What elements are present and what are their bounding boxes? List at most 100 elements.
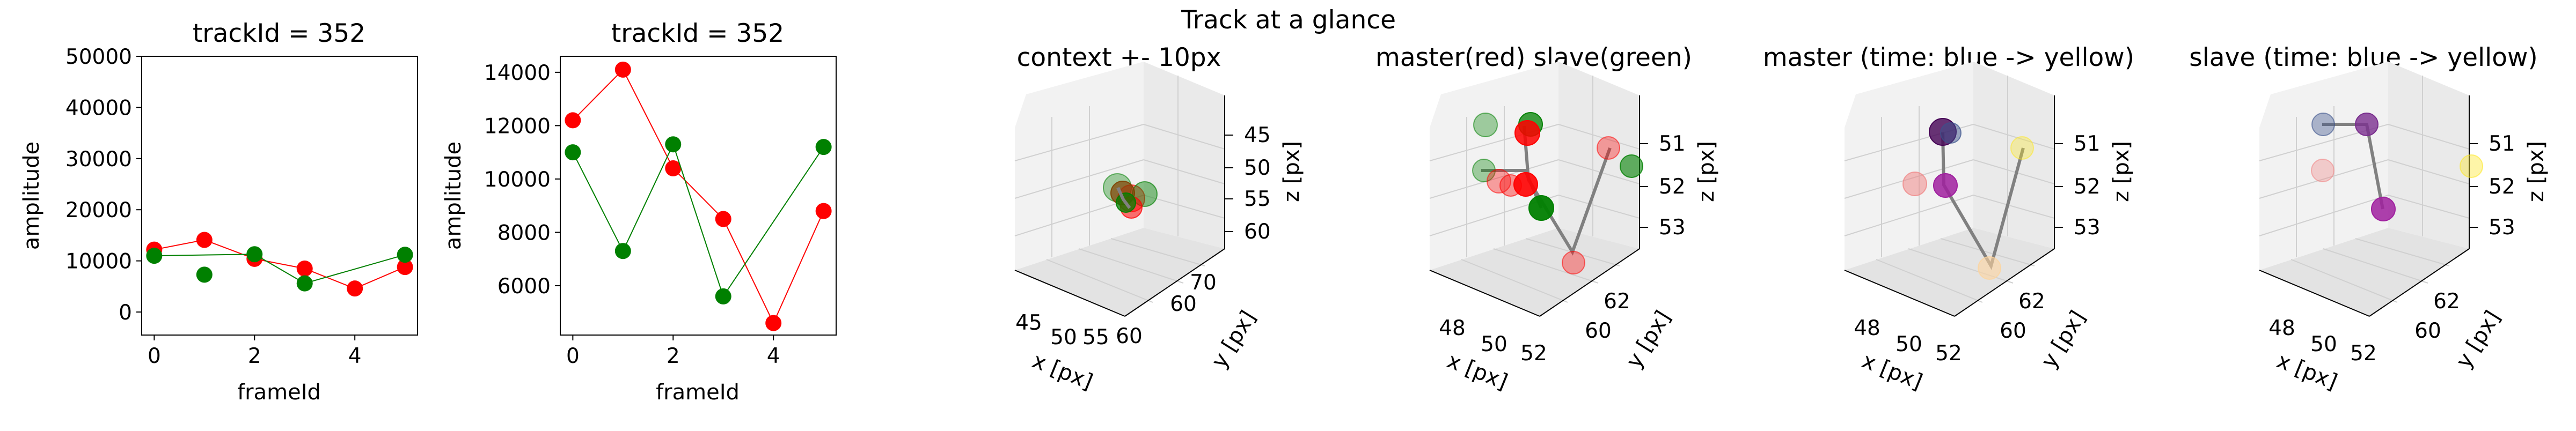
grid-line (2388, 195, 2470, 219)
y-tick-label: 0 (119, 301, 132, 325)
3d-scatter-2: master(red) slave(green) 51 52 53 48 50 52 60 62… (1375, 43, 1719, 395)
z-axis-label: z [px] (2109, 141, 2134, 202)
z-axis-label: z [px] (1279, 141, 1304, 202)
master-marker (1487, 169, 1511, 194)
master-marker (1597, 136, 1620, 160)
slave-point (196, 266, 213, 283)
z-tick-label: 52 (2489, 175, 2515, 199)
grid-line (1493, 248, 1599, 284)
slave-marker (1620, 154, 1643, 178)
plot-frame (560, 56, 837, 336)
grid-line (2259, 159, 2389, 199)
x-tick-label: 60 (1116, 324, 1143, 348)
amplitude-chart-2: trackId = 352 6000 8000 10000 12000 14000 0 2… (441, 19, 837, 405)
x-tick-label: 55 (1082, 325, 1109, 350)
master-line (154, 239, 405, 289)
x-tick-label: 48 (1439, 316, 1466, 340)
x-tick-label: 52 (2350, 341, 2377, 366)
grid-line (2259, 195, 2389, 236)
back-right-pane (2388, 62, 2469, 249)
z-axis-label: z [px] (1694, 141, 1719, 202)
grid-line (1110, 238, 1205, 266)
plot-frame (141, 56, 418, 336)
master-line (572, 69, 824, 324)
track-line (1116, 187, 1131, 209)
y-axis-label: y [px] (2451, 306, 2506, 372)
x-tick-label: 2 (248, 344, 261, 368)
x-tick-label: 48 (1854, 316, 1880, 340)
y-tick-label: 62 (2018, 289, 2045, 314)
x-axis-line (1429, 270, 1540, 317)
3d-scatter-4: slave (time: blue -> yellow) 51 52 53 48 50 52… (2189, 43, 2549, 395)
master-point (665, 160, 682, 176)
master-point (565, 112, 581, 129)
x-axis-line (1014, 270, 1125, 317)
grid-line (1973, 124, 2055, 150)
slave-line (572, 143, 824, 298)
y-axis-line (1539, 248, 1640, 317)
y-tick-label: 6000 (497, 274, 551, 299)
x-tick-label: 48 (2268, 316, 2295, 340)
z-tick-label: 55 (1244, 187, 1271, 211)
y-tick-label: 70 (1190, 271, 1217, 295)
slave-point (565, 144, 581, 161)
z-tick-label: 53 (2489, 216, 2515, 240)
y-axis: 0 10000 20000 30000 40000 50000 (65, 45, 142, 325)
grid-line (1078, 248, 1184, 284)
x-tick-label: 52 (1935, 341, 1962, 366)
back-left-pane (1845, 62, 1973, 270)
x-tick-label: 0 (148, 344, 161, 368)
x-tick-label: 52 (1520, 341, 1547, 366)
chart-title: master (time: blue -> yellow) (1763, 43, 2134, 72)
grid-line (1014, 159, 1144, 199)
grid-line (1461, 259, 1568, 303)
y-axis-line (1124, 248, 1225, 317)
slave-point (665, 136, 682, 153)
slave-point (715, 288, 731, 304)
master-marker (1940, 122, 1962, 144)
z-tick-label: 52 (2074, 175, 2101, 199)
y-axis-label: y [px] (1207, 306, 1261, 372)
y-tick-label: 60 (1585, 319, 1612, 343)
x-tick-label: 50 (1896, 332, 1922, 356)
grid-line (1940, 238, 2035, 266)
y-tick-label: 14000 (484, 61, 551, 85)
x-axis-line (1844, 270, 1955, 317)
master-point (196, 232, 213, 248)
grid-line (1876, 259, 1983, 303)
y-axis: 6000 8000 10000 12000 14000 (484, 61, 560, 299)
master-point (614, 61, 631, 78)
x-tick-label: 50 (1481, 332, 1507, 356)
master-point (397, 259, 413, 276)
slave-marker (1528, 195, 1554, 221)
y-axis-label: y [px] (2037, 306, 2091, 372)
slave-point (246, 246, 263, 263)
master-marker (1978, 256, 2001, 280)
y-tick-label: 40000 (65, 96, 132, 120)
grid-line (2355, 238, 2450, 266)
x-tick-label: 45 (1015, 311, 1042, 335)
x-axis-label: frameId (656, 380, 740, 405)
chart-title: slave (time: blue -> yellow) (2189, 43, 2538, 72)
x-axis: 0 2 4 (566, 335, 780, 368)
slave-line (154, 254, 405, 284)
master-point (765, 315, 782, 331)
z-tick-label: 51 (2074, 132, 2101, 156)
y-tick-label: 20000 (65, 198, 132, 222)
grid-line (1143, 159, 1225, 184)
series-group (146, 232, 413, 297)
master-point (296, 260, 313, 277)
series-group (565, 61, 832, 331)
z-tick-label: 45 (1244, 123, 1271, 147)
back-left-pane (1015, 62, 1144, 270)
floor-pane (1015, 228, 1225, 316)
slave-marker (2371, 197, 2396, 221)
z-tick-label: 60 (1244, 220, 1271, 244)
y-tick-label: 10000 (484, 168, 551, 192)
slave-point (614, 243, 631, 259)
grid-line (1014, 124, 1144, 161)
floor-pane (1845, 228, 2054, 316)
slave-marker (2460, 154, 2483, 178)
y-axis-line (1954, 248, 2055, 317)
